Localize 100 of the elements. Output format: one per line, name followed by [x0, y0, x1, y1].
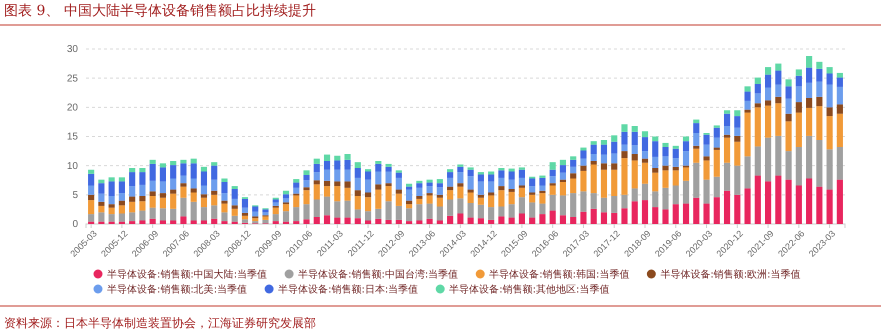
- bar: [385, 220, 392, 224]
- bar: [385, 166, 392, 172]
- bar: [590, 164, 597, 194]
- bar: [160, 193, 166, 198]
- bar: [498, 216, 504, 224]
- bar: [529, 186, 536, 192]
- bar: [590, 161, 597, 164]
- bar: [796, 102, 802, 113]
- bar: [272, 202, 279, 206]
- bar: [180, 183, 187, 187]
- bar: [806, 108, 812, 136]
- bar: [108, 204, 115, 208]
- bar: [416, 204, 422, 220]
- bar: [211, 190, 218, 195]
- bar: [98, 194, 104, 202]
- bar: [180, 186, 187, 198]
- bar: [826, 116, 833, 150]
- bar: [262, 216, 269, 220]
- bar: [344, 181, 351, 188]
- bar: [703, 144, 710, 156]
- bar: [139, 201, 146, 211]
- bar: [806, 56, 812, 68]
- bar: [457, 166, 464, 172]
- bar: [714, 128, 720, 138]
- bar: [724, 162, 730, 191]
- bar: [314, 158, 320, 164]
- bar: [826, 190, 833, 224]
- bar: [436, 187, 443, 195]
- bar: [221, 178, 228, 182]
- bar: [129, 168, 136, 172]
- bar: [262, 209, 269, 212]
- bar: [508, 189, 515, 192]
- bar: [160, 167, 166, 182]
- bar: [570, 160, 576, 167]
- bar: [282, 204, 290, 212]
- bar: [590, 154, 597, 161]
- bar: [724, 114, 730, 126]
- bar: [334, 160, 340, 170]
- bar: [682, 204, 690, 224]
- bar: [282, 190, 290, 194]
- bar: [190, 158, 197, 164]
- bar: [550, 194, 556, 211]
- bar: [826, 84, 833, 108]
- bar: [775, 176, 782, 224]
- bar: [693, 162, 700, 198]
- bar: [468, 167, 474, 170]
- bar: [642, 184, 648, 200]
- bar: [744, 188, 751, 224]
- bar: [703, 160, 710, 180]
- bar: [468, 170, 474, 176]
- bar: [447, 172, 454, 178]
- bar: [682, 167, 690, 181]
- bar: [734, 110, 740, 116]
- bar: [200, 198, 208, 208]
- bar: [375, 164, 382, 172]
- text: 资料来源：日本半导体制造装置协会，江海证券研究发展部: [4, 316, 316, 330]
- bar: [139, 184, 146, 196]
- bar: [457, 214, 464, 224]
- bar: [221, 212, 228, 222]
- bar: [364, 220, 372, 224]
- bar: [714, 150, 720, 177]
- bar: [180, 160, 187, 164]
- bar: [806, 82, 812, 98]
- bar: [211, 218, 218, 224]
- bar: [826, 74, 833, 85]
- bar: [200, 194, 208, 198]
- bar: [242, 219, 248, 223]
- bar: [703, 134, 710, 145]
- bar: [621, 194, 628, 208]
- bar: [364, 192, 372, 198]
- bar: [600, 144, 608, 155]
- bar: [724, 126, 730, 135]
- bar: [672, 146, 679, 149]
- bar: [816, 62, 822, 69]
- bar: [262, 220, 269, 224]
- bar: [621, 151, 628, 158]
- bar: [826, 107, 833, 116]
- bar: [436, 220, 443, 224]
- bar: [211, 194, 218, 206]
- bar: [293, 195, 300, 208]
- bar: [580, 166, 587, 171]
- bar: [150, 164, 156, 181]
- bar: [539, 186, 546, 191]
- bar: [518, 178, 525, 186]
- bar: [232, 189, 238, 199]
- bar: [344, 154, 351, 160]
- bar: [796, 69, 802, 76]
- bar: [200, 172, 208, 186]
- bar: [714, 176, 720, 198]
- bar: [354, 196, 361, 210]
- bar: [170, 208, 176, 220]
- bar: [560, 160, 566, 166]
- bar: [796, 147, 802, 186]
- bar: [744, 92, 751, 101]
- bar: [364, 197, 372, 212]
- bar: [621, 124, 628, 132]
- bar: [252, 206, 258, 212]
- bar: [672, 166, 679, 170]
- bar: [764, 138, 772, 182]
- bar: [272, 214, 279, 222]
